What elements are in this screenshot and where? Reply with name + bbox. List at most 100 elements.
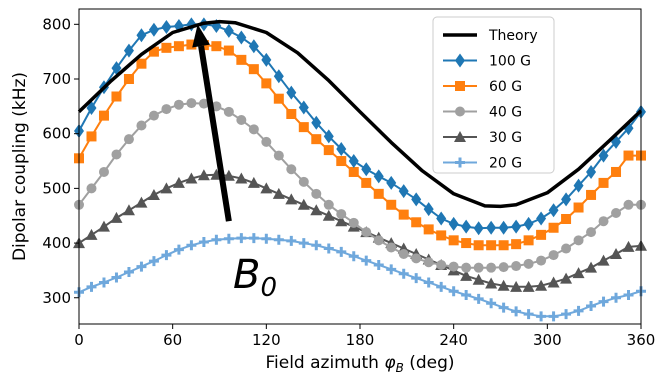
- data-point-40-g: [498, 262, 509, 273]
- data-point-30-g: [160, 182, 173, 194]
- b0-arrow-shaft: [198, 45, 232, 222]
- data-point-40-g: [311, 188, 322, 199]
- data-point-40-g: [598, 216, 609, 227]
- y-tick-label: 800: [42, 15, 71, 33]
- data-point-20-g: [123, 267, 134, 278]
- data-point-30-g: [85, 228, 98, 240]
- data-point-40-g: [561, 243, 572, 254]
- data-point-30-g: [197, 169, 210, 181]
- data-point-30-g: [460, 269, 473, 281]
- data-point-100-g: [361, 162, 372, 177]
- legend-label-60-g: 60 G: [489, 79, 522, 95]
- data-point-60-g: [386, 199, 397, 210]
- data-point-20-g: [486, 298, 497, 309]
- data-point-20-g: [598, 296, 609, 307]
- data-point-60-g: [173, 41, 184, 52]
- data-point-30-g: [222, 169, 235, 181]
- data-point-20-g: [536, 311, 547, 322]
- data-point-20-g: [298, 238, 309, 249]
- data-point-30-g: [522, 280, 535, 292]
- data-point-20-g: [498, 302, 509, 313]
- x-tick-label: 180: [346, 331, 375, 349]
- legend-marker-40-g: [455, 106, 465, 117]
- data-point-100-g: [461, 219, 472, 234]
- data-point-30-g: [560, 272, 573, 284]
- series-line-30-g: [78, 173, 642, 288]
- data-point-20-g: [211, 234, 222, 245]
- axes-frame: [78, 8, 642, 325]
- data-point-60-g: [511, 239, 522, 250]
- legend-label-100-g: 100 G: [489, 54, 531, 70]
- data-point-60-g: [373, 188, 384, 199]
- series-40-g: [74, 98, 646, 273]
- series-20-g: [74, 233, 646, 322]
- series-line-40-g: [78, 102, 641, 269]
- data-point-30-g: [335, 215, 348, 227]
- data-point-100-g: [298, 100, 309, 115]
- data-point-60-g: [261, 78, 272, 89]
- legend-item-100-g: 100 G: [443, 53, 531, 70]
- data-point-60-g: [586, 189, 597, 200]
- data-point-100-g: [386, 175, 397, 190]
- data-point-20-g: [523, 309, 534, 320]
- data-point-100-g: [311, 115, 322, 130]
- data-point-60-g: [523, 235, 534, 246]
- data-point-20-g: [173, 244, 184, 255]
- data-point-30-g: [310, 204, 323, 216]
- data-point-40-g: [423, 257, 434, 268]
- data-point-20-g: [473, 293, 484, 304]
- data-point-40-g: [323, 199, 334, 210]
- data-point-60-g: [211, 41, 222, 52]
- annotation: B0: [192, 24, 277, 303]
- data-point-100-g: [411, 192, 422, 207]
- data-point-40-g: [186, 98, 197, 109]
- data-point-40-g: [373, 235, 384, 246]
- data-point-20-g: [111, 272, 122, 283]
- series-line-60-g: [78, 43, 641, 247]
- legend-label-40-g: 40 G: [489, 105, 522, 121]
- data-point-40-g: [336, 209, 347, 220]
- data-point-30-g: [97, 220, 110, 232]
- data-point-100-g: [398, 184, 409, 199]
- b0-label: B0: [233, 252, 277, 303]
- x-tick-label: 120: [252, 331, 281, 349]
- data-point-40-g: [136, 120, 147, 131]
- data-point-100-g: [223, 23, 234, 38]
- data-point-40-g: [111, 149, 122, 160]
- data-point-100-g: [436, 211, 447, 226]
- y-tick-label: 500: [42, 179, 71, 197]
- legend-marker-100-g: [455, 53, 465, 68]
- data-point-60-g: [161, 42, 172, 53]
- data-point-30-g: [622, 240, 635, 252]
- data-point-60-g: [436, 230, 447, 241]
- data-point-60-g: [498, 240, 509, 251]
- data-point-20-g: [423, 277, 434, 288]
- data-point-60-g: [273, 93, 284, 104]
- data-point-100-g: [236, 30, 247, 45]
- data-point-40-g: [436, 259, 447, 270]
- data-point-40-g: [148, 110, 159, 121]
- data-point-40-g: [348, 217, 359, 228]
- data-point-40-g: [298, 176, 309, 187]
- data-point-40-g: [486, 262, 497, 273]
- data-point-40-g: [623, 199, 634, 210]
- y-tick-label: 700: [42, 70, 71, 88]
- data-point-30-g: [110, 211, 123, 223]
- data-point-30-g: [510, 280, 523, 292]
- y-tick-label: 300: [42, 289, 71, 307]
- data-point-20-g: [398, 268, 409, 279]
- data-point-20-g: [336, 246, 347, 257]
- data-point-100-g: [273, 69, 284, 84]
- data-point-30-g: [147, 188, 160, 200]
- data-point-100-g: [348, 154, 359, 169]
- data-point-60-g: [323, 145, 334, 156]
- data-point-60-g: [236, 54, 247, 65]
- data-point-60-g: [248, 64, 259, 75]
- data-point-30-g: [172, 176, 185, 188]
- data-point-40-g: [286, 164, 297, 175]
- data-point-100-g: [136, 28, 147, 43]
- data-point-60-g: [98, 110, 109, 121]
- data-point-100-g: [523, 216, 534, 231]
- legend-marker-60-g: [455, 81, 465, 91]
